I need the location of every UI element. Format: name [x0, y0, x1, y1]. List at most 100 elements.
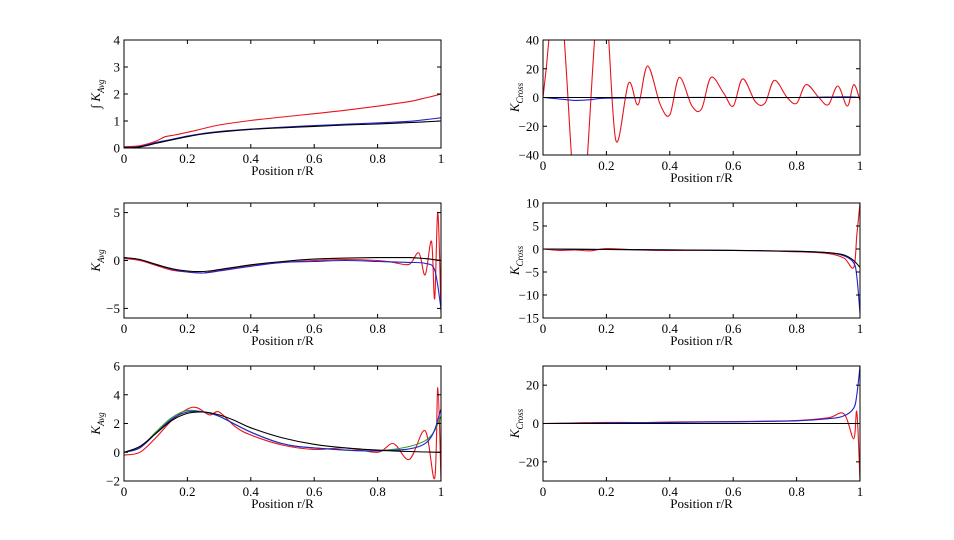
x-tick-label: 0: [540, 484, 547, 499]
axes-frame: [123, 365, 442, 482]
x-tick-label: 0.4: [662, 484, 679, 499]
x-tick-label: 0: [540, 158, 547, 173]
x-tick-label: 1: [857, 484, 864, 499]
x-tick-label: 0.6: [306, 484, 323, 499]
y-tick-label: 4: [114, 33, 121, 48]
x-tick-label: 0.6: [725, 321, 742, 336]
y-tick-label: −20: [519, 119, 539, 134]
x-tick-label: 0.2: [598, 158, 614, 173]
x-tick-label: 1: [438, 484, 445, 499]
panel-kcross-top: 0 0.2 0.4 0.6 0.8 1 −40 −20 0 20 40 Position r/R KCr…: [507, 33, 864, 186]
y-tick-label: −5: [106, 301, 120, 316]
y-axis-label: KCross: [507, 245, 525, 276]
y-tick-label: 40: [526, 33, 539, 48]
series-line-black: [124, 411, 441, 453]
y-axis-label: KCross: [507, 82, 525, 113]
panel-integral-kavg: 0 0.2 0.4 0.6 0.8 1 0 1 2 3 4 Position r/R ∫ KAvg: [88, 33, 444, 179]
x-tick-label: 0.8: [369, 484, 385, 499]
series-line-blue: [543, 248, 860, 314]
series-line-red: [124, 387, 441, 481]
x-axis-label: Position r/R: [670, 333, 733, 348]
x-tick-label: 1: [857, 321, 864, 336]
x-axis-label: Position r/R: [251, 333, 314, 348]
y-tick-label: 0: [114, 445, 121, 460]
x-axis-label: Position r/R: [251, 496, 314, 511]
x-tick-label: 0.8: [788, 321, 804, 336]
y-tick-label: −20: [519, 454, 539, 469]
series-line-blue: [124, 408, 441, 453]
x-axis-label: Position r/R: [251, 163, 314, 178]
y-axis-label: ∫ KAvg: [88, 79, 106, 109]
x-tick-label: 0.4: [243, 484, 260, 499]
y-axis-label: KAvg: [88, 249, 106, 273]
x-tick-label: 1: [857, 158, 864, 173]
series-line-red: [543, 40, 860, 155]
x-tick-label: 0: [121, 151, 128, 166]
x-tick-label: 0.2: [179, 151, 195, 166]
x-tick-label: 0.8: [369, 321, 385, 336]
axes-frame: [123, 39, 442, 149]
x-axis-label: Position r/R: [670, 170, 733, 185]
x-tick-label: 0.4: [243, 151, 260, 166]
series-line-black: [124, 256, 441, 273]
y-tick-label: 0: [114, 141, 121, 156]
y-tick-label: 2: [114, 416, 121, 431]
y-tick-label: 0: [533, 416, 540, 431]
y-tick-label: 20: [526, 61, 539, 76]
y-tick-label: 5: [114, 205, 121, 220]
y-tick-label: 3: [114, 60, 121, 75]
axes-frame: [123, 202, 442, 319]
series-line-blue: [543, 366, 860, 425]
plot-area: [543, 366, 860, 481]
x-tick-label: 1: [438, 321, 445, 336]
x-tick-label: 0.6: [725, 158, 742, 173]
x-tick-label: 0.6: [725, 484, 742, 499]
y-tick-label: 5: [533, 219, 540, 234]
x-tick-label: 0.6: [306, 321, 323, 336]
x-tick-label: 1: [438, 151, 445, 166]
y-tick-label: −5: [525, 265, 539, 280]
series-line-blue: [124, 117, 441, 148]
panel-kcross-middle: 0 0.2 0.4 0.6 0.8 1 −15 −10 −5 0 5 10 Position r/R KC…: [507, 196, 863, 349]
axes-frame: [542, 202, 861, 319]
y-tick-label: 0: [533, 90, 540, 105]
x-tick-label: 0.2: [598, 321, 614, 336]
x-tick-label: 0: [121, 484, 128, 499]
x-tick-label: 0.4: [243, 321, 260, 336]
y-tick-label: 4: [114, 387, 121, 402]
series-line-red: [124, 93, 441, 148]
x-tick-label: 0.6: [306, 151, 323, 166]
x-tick-label: 0.8: [369, 151, 385, 166]
x-tick-label: 0.4: [662, 158, 679, 173]
plot-area: [543, 203, 860, 314]
y-tick-label: −15: [519, 311, 539, 326]
plot-area: [124, 212, 441, 314]
y-tick-label: 0: [114, 253, 121, 268]
x-tick-label: 0: [540, 321, 547, 336]
plot-area: [124, 387, 441, 481]
y-tick-label: −40: [519, 148, 539, 163]
series-line-blue: [124, 257, 441, 309]
y-axis-label: KAvg: [88, 412, 106, 436]
y-tick-label: 6: [114, 359, 121, 374]
y-tick-label: 10: [526, 196, 539, 211]
series-line-red: [124, 212, 441, 314]
x-axis-label: Position r/R: [670, 496, 733, 511]
series-line-red: [543, 203, 860, 269]
y-tick-label: −2: [106, 474, 120, 489]
x-tick-label: 0.2: [179, 321, 195, 336]
y-tick-label: 0: [533, 242, 540, 257]
series-line-green: [124, 409, 441, 453]
series-line-black: [124, 120, 441, 148]
x-tick-label: 0.2: [179, 484, 195, 499]
x-tick-label: 0.4: [662, 321, 679, 336]
series-line-black: [543, 248, 860, 268]
plot-area: [543, 40, 860, 155]
x-tick-label: 0.2: [598, 484, 614, 499]
y-tick-label: 1: [114, 114, 121, 129]
y-tick-label: 2: [114, 87, 121, 102]
